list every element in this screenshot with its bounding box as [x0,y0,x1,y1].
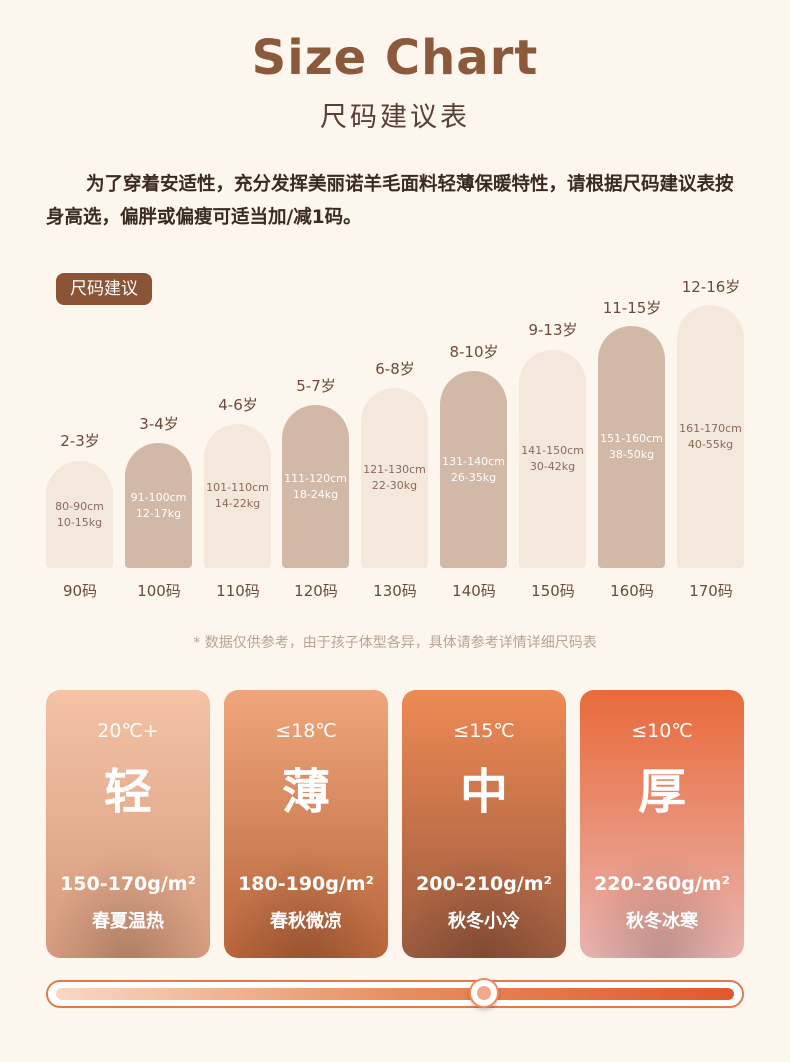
thickness-card: ≤15℃ 中 200-210g/m² 秋冬小冷 [402,690,566,958]
height-range: 131-140cm [442,454,505,468]
height-range: 101-110cm [206,481,269,494]
size-column: 161-170cm 40-55kg [677,305,744,568]
age-label: 5-7岁 [296,377,336,395]
size-label: 130码 [373,582,417,600]
age-label: 9-13岁 [528,321,578,339]
landscape-shade [224,848,388,958]
size-label: 110码 [216,582,260,600]
thickness-card: ≤18℃ 薄 180-190g/m² 春秋微凉 [224,690,388,958]
thickness-card: ≤10℃ 厚 220-260g/m² 秋冬冰寒 [580,690,744,958]
size-label: 160码 [610,582,654,600]
height-range: 161-170cm [679,421,742,435]
thickness-char: 薄 [281,764,330,820]
disclaimer-note: * 数据仅供参考，由于孩子体型各异，具体请参考详情详细尺码表 [193,635,597,651]
thickness-char: 厚 [637,764,686,820]
season-label: 春秋微凉 [270,911,342,932]
thickness-char: 中 [459,764,508,820]
height-range: 141-150cm [521,444,584,457]
weight-range: 38-50kg [608,448,655,461]
thickness-slider-knob [468,978,499,1008]
age-label: 11-15岁 [602,299,662,317]
weight-range: 14-22kg [214,497,261,510]
age-label: 12-16岁 [681,278,741,296]
size-column: 80-90cm 10-15kg [46,461,113,568]
age-label: 2-3岁 [60,432,100,450]
thickness-gradient [56,988,734,1000]
page-subtitle: 尺码建议表 [320,102,470,133]
size-badge: 尺码建议 [56,273,152,305]
weight-range: 40-55kg [687,437,734,451]
thickness-card: 20℃+ 轻 150-170g/m² 春夏温热 [46,690,210,958]
weight-range: 30-42kg [529,460,576,473]
size-column: 121-130cm 22-30kg [361,388,428,568]
weight-gsm: 200-210g/m² [416,873,552,895]
size-label: 120码 [294,582,338,600]
age-label: 4-6岁 [218,396,258,414]
temperature-label: 20℃+ [97,720,159,742]
age-label: 6-8岁 [375,360,415,378]
size-column: 151-160cm 38-50kg [598,326,665,568]
weight-range: 12-17kg [135,506,182,520]
size-label: 90码 [62,582,98,600]
size-column: 91-100cm 12-17kg [125,443,192,568]
intro-text: 为了穿着安适性，充分发挥美丽诺羊毛面料轻薄保暖特性，请根据尺码建议表按身高选，偏… [46,174,734,228]
season-label: 秋冬冰寒 [626,911,698,932]
weight-range: 10-15kg [56,515,103,529]
height-range: 121-130cm [363,463,426,476]
size-label: 170码 [689,582,733,600]
landscape-shade [580,848,744,958]
page-title: Size Chart [251,30,539,86]
temperature-label: ≤18℃ [275,720,337,742]
size-column: 111-120cm 18-24kg [282,405,349,568]
season-label: 春夏温热 [92,911,164,932]
landscape-shade [402,848,566,958]
weight-gsm: 180-190g/m² [238,873,374,895]
weight-range: 26-35kg [450,470,497,484]
height-range: 80-90cm [55,499,104,513]
weight-range: 18-24kg [292,487,339,501]
temperature-label: ≤10℃ [631,720,693,742]
height-range: 111-120cm [284,471,347,485]
weight-gsm: 150-170g/m² [60,873,196,895]
size-label: 150码 [531,582,575,600]
age-label: 8-10岁 [449,343,499,361]
season-label: 秋冬小冷 [448,911,520,932]
height-range: 151-160cm [600,432,663,445]
thickness-slider-track [46,980,744,1008]
age-label: 3-4岁 [139,415,179,433]
height-range: 91-100cm [130,490,187,504]
size-label: 140码 [452,582,496,600]
landscape-shade [46,848,210,958]
thickness-char: 轻 [103,764,152,820]
temperature-label: ≤15℃ [453,720,515,742]
weight-gsm: 220-260g/m² [594,873,730,895]
weight-range: 22-30kg [371,479,418,492]
size-label: 100码 [137,582,181,600]
size-column: 141-150cm 30-42kg [519,350,586,568]
size-column: 131-140cm 26-35kg [440,371,507,568]
size-column: 101-110cm 14-22kg [204,424,271,568]
